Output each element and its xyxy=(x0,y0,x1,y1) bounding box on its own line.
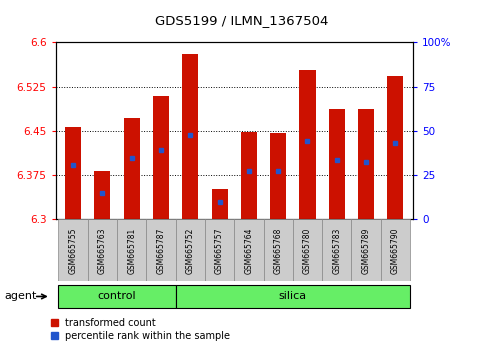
Bar xyxy=(212,189,227,219)
Bar xyxy=(241,132,257,219)
Bar xyxy=(387,76,403,219)
Text: GSM665752: GSM665752 xyxy=(186,227,195,274)
Bar xyxy=(153,96,169,219)
Bar xyxy=(88,219,117,281)
Bar xyxy=(182,54,199,219)
Text: GSM665789: GSM665789 xyxy=(362,227,370,274)
Bar xyxy=(58,219,88,281)
Bar xyxy=(352,219,381,281)
Bar xyxy=(293,219,322,281)
Bar xyxy=(234,219,264,281)
Bar xyxy=(264,219,293,281)
Bar xyxy=(176,219,205,281)
Text: GSM665763: GSM665763 xyxy=(98,227,107,274)
Bar xyxy=(205,219,234,281)
Bar xyxy=(146,219,176,281)
Bar xyxy=(329,109,345,219)
Text: GSM665757: GSM665757 xyxy=(215,227,224,274)
Bar xyxy=(270,133,286,219)
Text: GSM665781: GSM665781 xyxy=(127,227,136,274)
Text: silica: silica xyxy=(279,291,307,302)
Bar xyxy=(65,127,81,219)
Text: GSM665780: GSM665780 xyxy=(303,227,312,274)
Text: GSM665787: GSM665787 xyxy=(156,227,166,274)
Legend: transformed count, percentile rank within the sample: transformed count, percentile rank withi… xyxy=(51,318,230,341)
Text: GSM665783: GSM665783 xyxy=(332,227,341,274)
Bar xyxy=(299,70,315,219)
Bar xyxy=(381,219,410,281)
Text: agent: agent xyxy=(5,291,37,302)
Text: control: control xyxy=(98,291,136,302)
Text: GSM665764: GSM665764 xyxy=(244,227,254,274)
Text: GSM665768: GSM665768 xyxy=(274,227,283,274)
Text: GSM665790: GSM665790 xyxy=(391,227,400,274)
Bar xyxy=(58,285,176,308)
Bar xyxy=(322,219,352,281)
Bar xyxy=(358,109,374,219)
Text: GDS5199 / ILMN_1367504: GDS5199 / ILMN_1367504 xyxy=(155,13,328,27)
Text: GSM665755: GSM665755 xyxy=(69,227,78,274)
Bar xyxy=(176,285,410,308)
Bar xyxy=(94,171,111,219)
Bar xyxy=(117,219,146,281)
Bar xyxy=(124,118,140,219)
